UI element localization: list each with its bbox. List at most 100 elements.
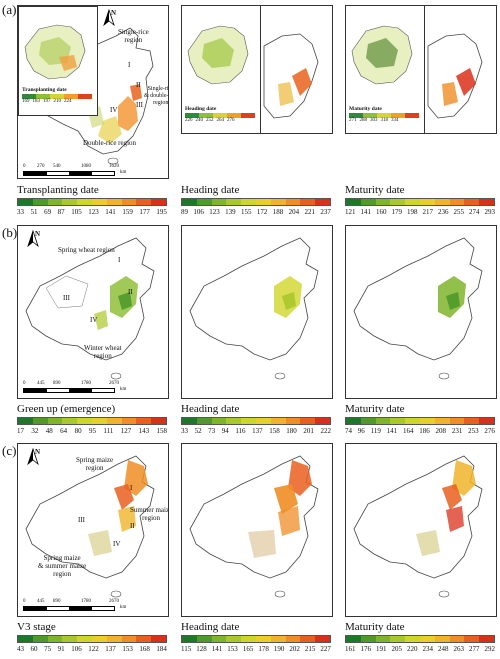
colorbar-tick-label: 122	[88, 645, 99, 653]
colorbar-swatch	[18, 418, 33, 424]
colorbar-swatch	[77, 199, 92, 205]
colorbar-swatch	[255, 199, 271, 205]
colorbar-tick-label: 274	[469, 208, 480, 216]
colorbar-tick-label: 141	[105, 208, 116, 216]
rice-map-heading: Heading date 226 240 252 264 276	[181, 5, 333, 134]
north-arrow: N	[26, 447, 40, 468]
colorbar-tick-label: 141	[386, 427, 398, 435]
china-map-graphic	[37, 27, 154, 165]
colorbar-swatch	[479, 636, 494, 642]
colorbar-swatch	[360, 418, 376, 424]
inset-title: Heading date	[185, 106, 217, 112]
rice-map-maturity: Maturity date 271 288 303 318 334	[345, 5, 497, 134]
colorbar-tick-label: 276	[484, 427, 495, 435]
colorbar-ticks: 161 176 191 205 220 234 248 263 277 292	[345, 645, 495, 653]
colorbar-swatch	[375, 418, 391, 424]
colorbar-tick-label: 141	[211, 645, 223, 653]
colorbar-swatch	[32, 418, 48, 424]
colorbar-tick-label: 137	[105, 645, 116, 653]
annotation-spring-summer-maize: Spring maize & summer maize region	[38, 554, 87, 578]
colorbar-tick-label: 190	[273, 645, 285, 653]
region-label-III: III	[136, 101, 143, 109]
inset-title: Maturity date	[349, 106, 382, 112]
colorbar-tick-label: 153	[227, 645, 238, 653]
colorbar-ticks: 43 60 75 91 106 122 137 153 168 184	[17, 645, 167, 653]
colorbar-swatch	[285, 199, 301, 205]
inset-ticks: 226 240 252 264 276	[185, 118, 235, 123]
colorbar-tick-label: 177	[139, 208, 150, 216]
colorbar-tick-label: 208	[435, 427, 447, 435]
colorbar-swatch	[464, 199, 480, 205]
colorbar-tick-label: 277	[469, 645, 480, 653]
colorbar-swatch	[419, 199, 435, 205]
colorbar-tick-label: 202	[289, 645, 300, 653]
colorbar-swatch	[434, 418, 450, 424]
colorbar-tick-label: 75	[44, 645, 52, 653]
colorbar-swatch	[360, 199, 376, 205]
colorbar-swatch	[300, 199, 316, 205]
colorbar-swatch	[346, 418, 361, 424]
colorbar-swatch	[270, 636, 286, 642]
colorbar-swatch	[300, 418, 316, 424]
colorbar-ticks: 74 96 119 141 164 186 208 231 253 276	[345, 427, 495, 435]
colorbar-tick-label: 60	[30, 645, 38, 653]
colorbar-tick-label: 161	[345, 645, 356, 653]
colorbar-tick-label: 143	[138, 427, 150, 435]
scale-bar: 0 445 890 1780 2670 km	[23, 599, 127, 611]
colorbar-tick-label: 123	[209, 208, 220, 216]
colorbar-tick-label: 293	[484, 208, 496, 216]
colorbar-swatch	[182, 418, 197, 424]
colorbar-swatch	[47, 418, 63, 424]
colorbar-tick-label: 201	[303, 427, 314, 435]
colorbar-tick-label: 236	[438, 208, 449, 216]
colorbar-title: Heading date	[181, 403, 240, 415]
wheat-map-heading	[181, 225, 333, 399]
inset-ticks: 169 183 197 210 224	[22, 99, 72, 104]
colorbar-tick-label: 43	[17, 645, 24, 653]
colorbar-tick-label: 33	[181, 427, 188, 435]
colorbar-tick-label: 96	[357, 427, 365, 435]
colorbar-swatch	[405, 199, 420, 205]
colorbar-swatch	[47, 636, 63, 642]
colorbar-tick-label: 52	[194, 427, 202, 435]
colorbar-tick-label: 158	[269, 427, 280, 435]
colorbar-tick-label: 32	[31, 427, 39, 435]
colorbar-swatch	[106, 636, 122, 642]
annotation-summer-maize: Summer maize region	[130, 506, 169, 522]
colorbar	[181, 198, 331, 206]
colorbar-title: Heading date	[181, 621, 240, 633]
colorbar-swatch	[434, 636, 450, 642]
region-label-III: III	[63, 294, 70, 302]
colorbar-tick-label: 95	[88, 427, 96, 435]
inset-ticks: 271 288 303 318 334	[349, 118, 399, 123]
colorbar-tick-label: 231	[451, 427, 463, 435]
colorbar-swatch	[419, 636, 435, 642]
colorbar-swatch	[211, 199, 227, 205]
colorbar-swatch	[196, 636, 212, 642]
region-label-I: I	[130, 484, 133, 492]
inset-colorbar	[22, 94, 92, 99]
inset-colorbar	[185, 113, 255, 118]
inset-colorbar	[349, 113, 419, 118]
colorbar-swatch	[449, 636, 465, 642]
colorbar-tick-label: 128	[196, 645, 207, 653]
colorbar-tick-label: 179	[391, 208, 403, 216]
colorbar-swatch	[91, 418, 107, 424]
colorbar-tick-label: 91	[57, 645, 65, 653]
colorbar-swatch	[479, 418, 494, 424]
colorbar-swatch	[346, 199, 361, 205]
colorbar-swatch	[241, 199, 256, 205]
colorbar-tick-label: 205	[391, 645, 403, 653]
wheat-map-greenup: N Spring wheat region Winter wheat regio…	[17, 225, 169, 399]
colorbar-swatch	[285, 418, 301, 424]
colorbar-swatch	[241, 418, 256, 424]
colorbar	[17, 635, 167, 643]
colorbar-swatch	[182, 199, 197, 205]
rice-inset-maturity: Maturity date 271 288 303 318 334	[346, 6, 425, 133]
colorbar-tick-label: 116	[235, 427, 246, 435]
panel-label-c: (c)	[2, 443, 17, 458]
region-label-II: II	[136, 81, 141, 89]
maize-map-v3: N Spring maize region Summer maize regio…	[17, 443, 169, 617]
colorbar-swatch	[270, 199, 286, 205]
colorbar-swatch	[211, 636, 227, 642]
